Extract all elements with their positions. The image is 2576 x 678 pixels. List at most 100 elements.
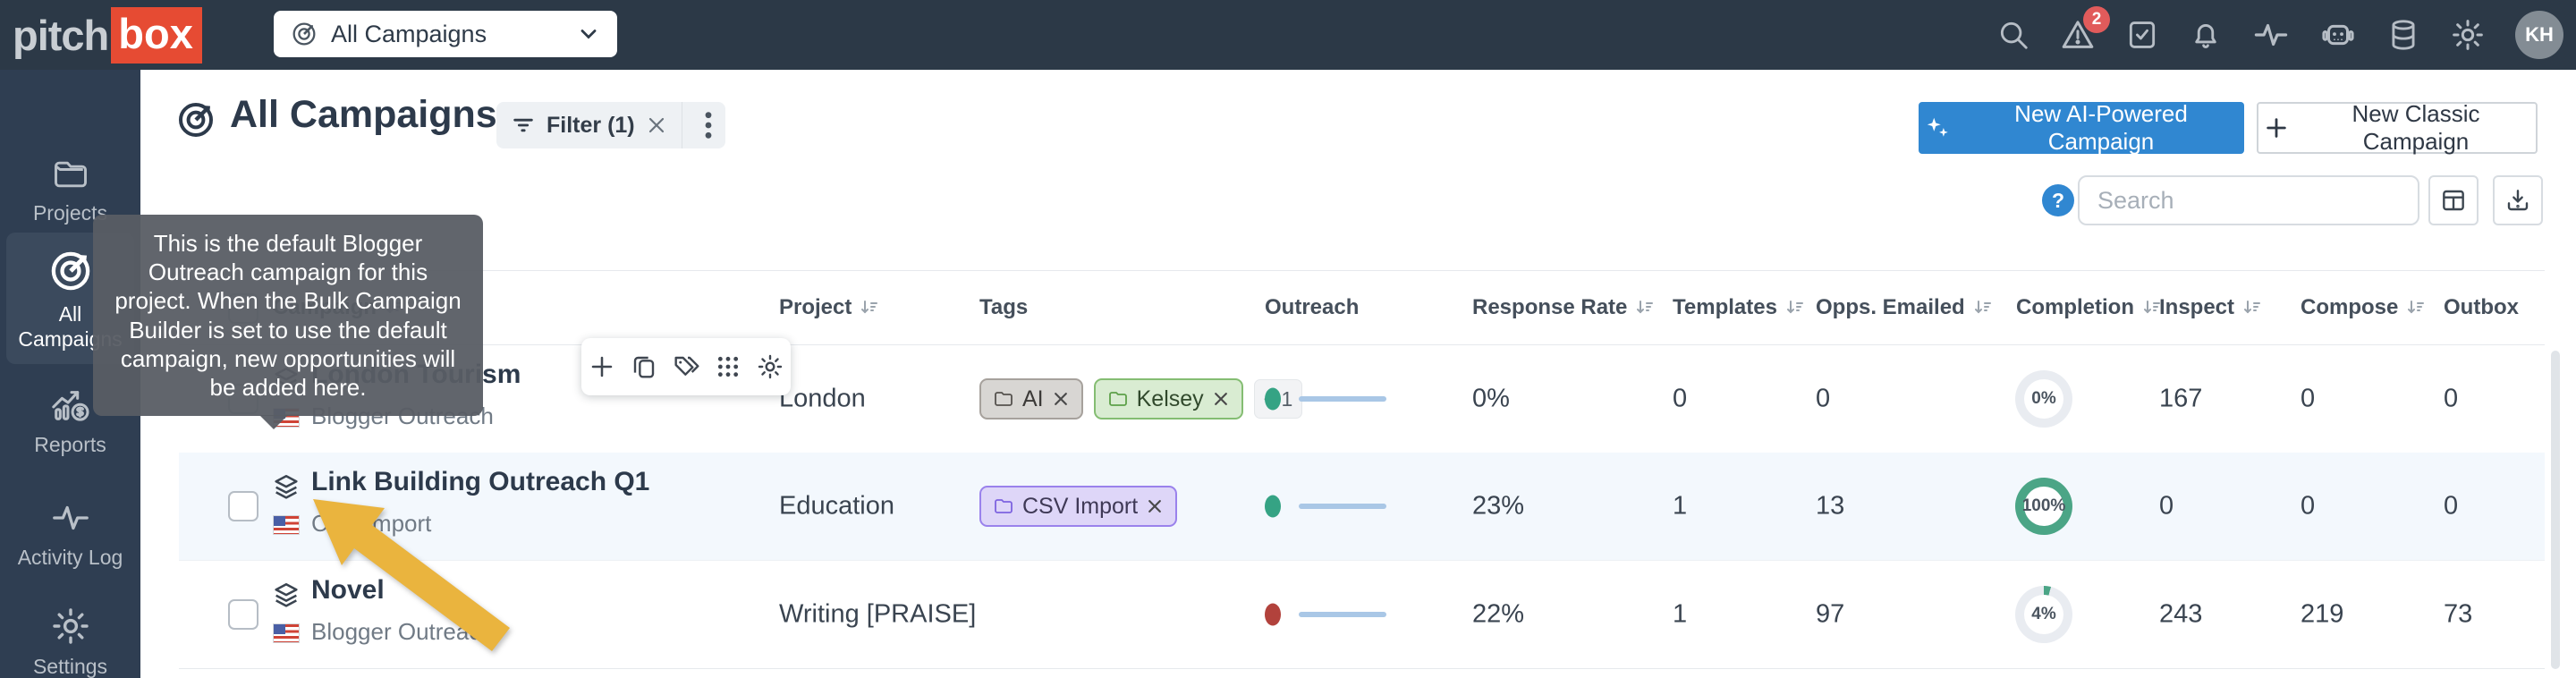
compose-cell[interactable]: 219 bbox=[2301, 599, 2344, 629]
gear-icon[interactable] bbox=[756, 352, 784, 381]
tag-label: Kelsey bbox=[1136, 386, 1204, 411]
tag-chip[interactable]: CSV Import bbox=[979, 486, 1178, 527]
completion-donut: 0% bbox=[2015, 370, 2072, 428]
layers-icon[interactable] bbox=[271, 472, 301, 503]
target-icon bbox=[6, 247, 134, 295]
tag-chip[interactable]: AI bbox=[979, 378, 1083, 420]
folder-icon bbox=[995, 392, 1013, 406]
user-avatar[interactable]: KH bbox=[2515, 11, 2563, 59]
column-header-project[interactable]: Project bbox=[779, 295, 880, 320]
project-cell[interactable]: London bbox=[779, 384, 866, 413]
column-header-outreach[interactable]: Outreach bbox=[1265, 295, 1359, 320]
compose-cell[interactable]: 0 bbox=[2301, 491, 2316, 521]
us-flag-icon bbox=[273, 515, 300, 535]
column-label: Inspect bbox=[2159, 295, 2235, 319]
robot-assistant-icon[interactable] bbox=[2319, 16, 2357, 54]
table-row-link-building-outreach-q1[interactable]: Link Building Outreach Q1 CSV Import Edu… bbox=[179, 453, 2545, 561]
default-campaign-tooltip: This is the default Blogger Outreach cam… bbox=[93, 215, 483, 430]
pitchbox-logo[interactable]: pitch box bbox=[13, 6, 202, 64]
outreach-progress-line bbox=[1299, 612, 1386, 617]
sidebar-item-projects[interactable]: Projects bbox=[0, 155, 140, 226]
new-classic-campaign-button[interactable]: New Classic Campaign bbox=[2257, 100, 2538, 155]
table-scrollbar[interactable] bbox=[2551, 351, 2560, 669]
sparkles-icon bbox=[1924, 114, 1951, 141]
tag-label: AI bbox=[1022, 386, 1044, 411]
folder-icon bbox=[0, 155, 140, 194]
completion-label: 0% bbox=[2031, 389, 2056, 408]
inspect-cell[interactable]: 167 bbox=[2159, 384, 2203, 413]
help-icon[interactable]: ? bbox=[2042, 184, 2074, 216]
inspect-cell[interactable]: 0 bbox=[2159, 491, 2174, 521]
sort-icon bbox=[1972, 297, 1994, 318]
new-classic-campaign-label: New Classic Campaign bbox=[2351, 100, 2480, 155]
search-icon[interactable] bbox=[1996, 18, 2030, 52]
tags-icon[interactable] bbox=[672, 352, 700, 381]
search-input[interactable] bbox=[2078, 175, 2419, 225]
sidebar-item-reports[interactable]: Reports bbox=[0, 385, 140, 458]
clear-filter-icon[interactable] bbox=[646, 114, 667, 136]
column-label: Outbox bbox=[2444, 295, 2519, 319]
sidebar-item-activity-log[interactable]: Activity Log bbox=[0, 497, 140, 571]
column-header-completion[interactable]: Completion bbox=[2016, 295, 2163, 320]
sidebar-item-settings[interactable]: Settings bbox=[0, 605, 140, 678]
column-header-tags[interactable]: Tags bbox=[979, 295, 1028, 320]
campaign-name-link[interactable]: Novel bbox=[311, 575, 385, 605]
filter-more-options-icon[interactable] bbox=[697, 110, 720, 140]
grid-dots-icon[interactable] bbox=[714, 352, 742, 381]
column-header-inspect[interactable]: Inspect bbox=[2159, 295, 2263, 320]
layers-icon[interactable] bbox=[271, 581, 301, 611]
remove-tag-icon[interactable] bbox=[1146, 497, 1164, 515]
main-content: All Campaigns Filter (1) New AI-Powered … bbox=[140, 70, 2576, 678]
filter-funnel-icon bbox=[511, 113, 536, 138]
notifications-bell-icon[interactable] bbox=[2189, 18, 2223, 52]
alerts-badge: 2 bbox=[2083, 6, 2110, 33]
column-header-opps-emailed[interactable]: Opps. Emailed bbox=[1816, 295, 1994, 320]
outbox-cell[interactable]: 73 bbox=[2444, 599, 2473, 629]
column-header-outbox[interactable]: Outbox bbox=[2444, 295, 2519, 320]
tasks-icon[interactable] bbox=[2125, 18, 2159, 52]
campaign-selector-dropdown[interactable]: All Campaigns bbox=[274, 11, 617, 57]
templates-cell: 1 bbox=[1673, 599, 1688, 629]
campaign-subtitle: CSV Import bbox=[311, 510, 432, 537]
sort-icon bbox=[2405, 297, 2427, 318]
duplicate-copy-icon[interactable] bbox=[630, 352, 658, 381]
outbox-cell[interactable]: 0 bbox=[2444, 384, 2459, 413]
outreach-status-dot bbox=[1265, 387, 1281, 411]
column-header-compose[interactable]: Compose bbox=[2301, 295, 2427, 320]
remove-tag-icon[interactable] bbox=[1052, 390, 1070, 408]
campaign-name-link[interactable]: Link Building Outreach Q1 bbox=[311, 467, 650, 496]
reports-chart-icon bbox=[0, 385, 140, 426]
row-checkbox[interactable] bbox=[228, 491, 258, 521]
new-ai-campaign-button[interactable]: New AI-Powered Campaign bbox=[1919, 100, 2244, 155]
response-rate-cell: 0% bbox=[1472, 384, 1510, 413]
add-icon[interactable] bbox=[588, 352, 616, 381]
outbox-cell[interactable]: 0 bbox=[2444, 491, 2459, 521]
topbar-icon-group: 2 KH bbox=[1996, 0, 2563, 70]
alerts-icon[interactable]: 2 bbox=[2060, 6, 2110, 53]
column-layout-button[interactable] bbox=[2428, 175, 2479, 225]
export-download-button[interactable] bbox=[2493, 175, 2543, 225]
table-row-novel[interactable]: Novel Blogger Outreach Writing [PRAISE] … bbox=[179, 561, 2545, 669]
project-cell[interactable]: Writing [PRAISE] bbox=[779, 599, 977, 629]
row-checkbox[interactable] bbox=[228, 599, 258, 630]
project-cell[interactable]: Education bbox=[779, 491, 894, 521]
column-header-response-rate[interactable]: Response Rate bbox=[1472, 295, 1656, 320]
sidebar-item-label: Activity Log bbox=[17, 546, 123, 569]
column-label: Opps. Emailed bbox=[1816, 295, 1965, 319]
folder-icon bbox=[995, 499, 1013, 513]
column-header-templates[interactable]: Templates bbox=[1673, 295, 1806, 320]
database-icon[interactable] bbox=[2386, 18, 2420, 52]
compose-cell[interactable]: 0 bbox=[2301, 384, 2316, 413]
completion-donut: 100% bbox=[2015, 478, 2072, 535]
sort-icon bbox=[1784, 297, 1806, 318]
tags-cell: CSV Import bbox=[979, 486, 1178, 527]
activity-pulse-icon[interactable] bbox=[2252, 16, 2290, 54]
tag-chip[interactable]: Kelsey bbox=[1093, 378, 1243, 420]
remove-tag-icon[interactable] bbox=[1212, 390, 1230, 408]
filter-chip[interactable]: Filter (1) bbox=[496, 102, 725, 148]
templates-cell: 1 bbox=[1673, 491, 1688, 521]
table-row-london-tourism[interactable]: London Tourism Blogger Outreach London A… bbox=[179, 345, 2545, 453]
gear-icon[interactable] bbox=[2450, 17, 2486, 53]
completion-label: 4% bbox=[2031, 605, 2056, 623]
inspect-cell[interactable]: 243 bbox=[2159, 599, 2203, 629]
